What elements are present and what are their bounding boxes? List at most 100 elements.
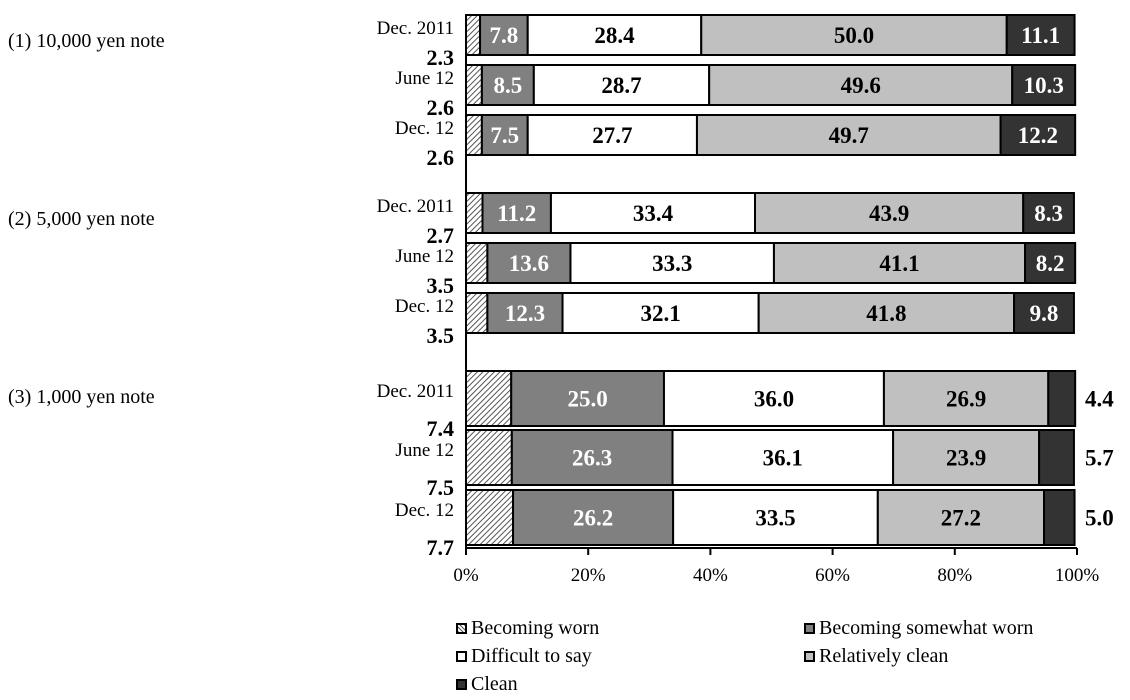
bar-segment-becoming-somewhat-worn: [486, 242, 572, 284]
value-label-becoming-somewhat-worn: 13.6: [509, 251, 549, 276]
bar-segment-relatively-clean: [708, 64, 1014, 106]
bar-segment-clean: [1047, 370, 1077, 427]
legend-label-relatively-clean: Relatively clean: [819, 645, 949, 667]
bar-segment-becoming-worn: [465, 370, 513, 427]
value-label-becoming-worn: 2.6: [427, 145, 455, 170]
bar-segment-difficult-to-say: [671, 429, 895, 486]
value-label-becoming-somewhat-worn: 25.0: [567, 387, 607, 412]
value-label-clean: 10.3: [1024, 73, 1064, 98]
value-label-becoming-somewhat-worn: 12.3: [505, 301, 545, 326]
bar-segment-clean: [999, 114, 1077, 156]
x-tick-label: 20%: [571, 565, 606, 586]
period-label-dec-2011: Dec. 2011: [377, 18, 454, 39]
value-label-clean: 8.2: [1036, 251, 1065, 276]
value-label-clean: 12.2: [1018, 123, 1058, 148]
legend-swatch-difficult-to-say: [456, 651, 467, 662]
bar-segment-becoming-somewhat-worn: [486, 292, 564, 334]
value-label-relatively-clean: 41.8: [866, 301, 906, 326]
x-axis: 0% 20% 40% 60% 80% 100%: [453, 15, 1099, 586]
bar-segment-becoming-somewhat-worn: [479, 14, 529, 56]
period-label-june-12: June 12: [395, 246, 454, 267]
bar-segment-becoming-somewhat-worn: [480, 114, 529, 156]
period-label-dec-12: Dec. 12: [395, 118, 454, 139]
group-label-5000: (2) 5,000 yen note: [8, 208, 155, 230]
value-label-relatively-clean: 23.9: [946, 446, 986, 471]
bar-segment-relatively-clean: [882, 370, 1050, 427]
value-label-becoming-worn: 2.6: [427, 95, 455, 120]
bar-segment-becoming-somewhat-worn: [481, 192, 552, 234]
value-label-becoming-somewhat-worn: 26.3: [572, 446, 612, 471]
value-label-relatively-clean: 26.9: [946, 387, 986, 412]
bar-segment-clean: [1011, 64, 1077, 106]
bar-segment-relatively-clean: [700, 14, 1008, 56]
value-label-becoming-somewhat-worn: 26.2: [573, 506, 613, 531]
legend-item-becoming-worn: Becoming worn: [456, 617, 599, 640]
bar-segment-clean: [1038, 429, 1075, 486]
bar-segment-becoming-worn: [465, 489, 515, 546]
value-label-becoming-worn: 7.7: [427, 535, 455, 560]
value-label-difficult-to-say: 32.1: [640, 301, 680, 326]
legend-label-becoming-worn: Becoming worn: [471, 617, 600, 639]
group-label-1000: (3) 1,000 yen note: [8, 386, 155, 408]
bar-segment-becoming-somewhat-worn: [510, 429, 674, 486]
bar-segment-difficult-to-say: [532, 64, 711, 106]
bar-segment-becoming-worn: [465, 242, 489, 284]
value-label-relatively-clean: 49.7: [829, 123, 869, 148]
bar-segment-clean: [1022, 192, 1075, 234]
bar-segment-becoming-worn: [465, 292, 489, 334]
value-label-becoming-worn: 7.5: [427, 475, 455, 500]
legend-swatch-relatively-clean: [804, 651, 815, 662]
value-label-relatively-clean: 49.6: [841, 73, 881, 98]
bar-segment-relatively-clean: [772, 242, 1027, 284]
bar-segment-becoming-worn: [465, 64, 483, 106]
bar-segment-becoming-somewhat-worn: [510, 370, 665, 427]
value-label-difficult-to-say: 36.0: [754, 387, 794, 412]
legend-label-becoming-somewhat-worn: Becoming somewhat worn: [819, 617, 1034, 639]
bar-segment-clean: [1005, 14, 1076, 56]
legend-item-relatively-clean: Relatively clean: [804, 645, 948, 668]
legend-label-difficult-to-say: Difficult to say: [471, 645, 592, 667]
value-label-clean: 5.0: [1085, 506, 1114, 531]
legend-swatch-becoming-somewhat-worn: [804, 623, 815, 634]
bar-segment-relatively-clean: [757, 292, 1016, 334]
bar-segment-clean: [1024, 242, 1077, 284]
value-label-difficult-to-say: 28.4: [594, 23, 635, 48]
value-label-clean: 11.1: [1021, 23, 1060, 48]
period-label-dec-12: Dec. 12: [395, 500, 454, 521]
value-label-relatively-clean: 43.9: [869, 201, 909, 226]
value-label-becoming-somewhat-worn: 7.8: [490, 23, 519, 48]
value-label-becoming-worn: 7.4: [427, 416, 455, 441]
bar-segment-becoming-worn: [465, 114, 483, 156]
period-label-june-12: June 12: [395, 68, 454, 89]
period-label-june-12: June 12: [395, 440, 454, 461]
period-label-dec-2011: Dec. 2011: [377, 196, 454, 217]
value-label-difficult-to-say: 33.4: [633, 201, 674, 226]
value-label-difficult-to-say: 33.3: [652, 251, 692, 276]
legend-swatch-becoming-worn: [456, 623, 467, 634]
value-label-relatively-clean: 41.1: [879, 251, 919, 276]
value-label-clean: 4.4: [1085, 387, 1114, 412]
bar-segment-becoming-somewhat-worn: [512, 489, 675, 546]
value-label-clean: 5.7: [1085, 446, 1114, 471]
value-label-becoming-worn: 2.3: [427, 45, 455, 70]
bar-segment-becoming-worn: [465, 429, 513, 486]
group-label-10000: (1) 10,000 yen note: [8, 30, 165, 52]
value-label-difficult-to-say: 27.7: [592, 123, 632, 148]
bar-segment-difficult-to-say: [526, 14, 703, 56]
legend-item-clean: Clean: [456, 673, 518, 696]
value-label-clean: 8.3: [1034, 201, 1063, 226]
bar-segment-becoming-worn: [465, 192, 484, 234]
value-label-difficult-to-say: 36.1: [763, 446, 803, 471]
value-label-becoming-worn: 3.5: [427, 273, 455, 298]
x-tick-label: 40%: [693, 565, 728, 586]
legend-swatch-clean: [456, 679, 467, 690]
value-label-becoming-worn: 3.5: [427, 323, 455, 348]
value-label-becoming-somewhat-worn: 8.5: [493, 73, 522, 98]
value-label-becoming-worn: 2.7: [427, 223, 455, 248]
value-label-becoming-somewhat-worn: 11.2: [497, 201, 536, 226]
value-label-difficult-to-say: 28.7: [601, 73, 641, 98]
x-tick-label: 80%: [937, 565, 972, 586]
value-label-difficult-to-say: 33.5: [755, 506, 795, 531]
bar-segment-difficult-to-say: [561, 292, 760, 334]
